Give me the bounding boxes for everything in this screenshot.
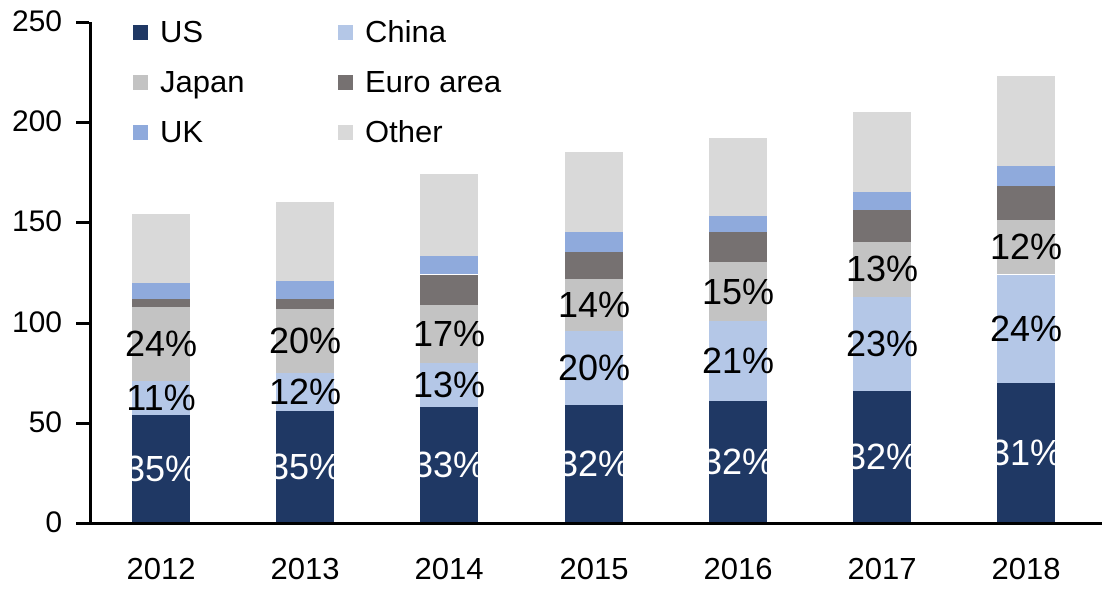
bar-segment-other — [276, 202, 334, 281]
bar-segment-china — [565, 330, 623, 405]
bar-segment-china — [276, 372, 334, 411]
y-axis-line — [89, 22, 92, 525]
legend-label-other: Other — [365, 114, 443, 149]
bar-segment-uk — [853, 192, 911, 211]
bar-segment-china — [420, 362, 478, 407]
bar-segment-us — [565, 404, 623, 523]
bar-segment-us — [276, 410, 334, 523]
bar-segment-uk — [997, 166, 1055, 187]
bar-segment-japan — [853, 242, 911, 297]
legend-label-uk: UK — [160, 114, 204, 149]
bar-segment-china — [997, 274, 1055, 383]
bar-segment-uk — [709, 216, 767, 233]
legend-item-euro-area: Euro area — [338, 64, 501, 100]
y-axis-tick — [76, 121, 89, 124]
legend-item-us: US — [133, 14, 338, 50]
bar-segment-uk — [276, 280, 334, 299]
bar-segment-us — [132, 414, 190, 523]
bar-segment-uk — [565, 232, 623, 253]
y-tick-label: 0 — [45, 506, 62, 539]
y-tick-label: 250 — [11, 5, 62, 38]
bar-segment-china — [709, 320, 767, 401]
x-label-2017: 2017 — [847, 551, 917, 586]
legend-label-euro-area: Euro area — [365, 64, 502, 99]
legend-item-japan: Japan — [133, 64, 338, 100]
bar-segment-euro-area — [997, 186, 1055, 221]
bar-segment-japan — [997, 220, 1055, 275]
y-tick-label: 50 — [28, 406, 62, 439]
bar-segment-japan — [420, 304, 478, 363]
bar-segment-us — [997, 382, 1055, 523]
bar-segment-us — [709, 400, 767, 523]
bar-segment-japan — [709, 262, 767, 321]
bar-segment-china — [132, 380, 190, 415]
y-tick-label: 100 — [11, 306, 62, 339]
y-tick-label: 200 — [11, 105, 62, 138]
legend-label-japan: Japan — [160, 64, 245, 99]
legend-swatch-us-icon — [133, 24, 148, 40]
legend-item-other: Other — [338, 114, 501, 150]
y-axis-tick — [76, 21, 89, 24]
y-axis-tick — [76, 221, 89, 224]
x-label-2013: 2013 — [270, 551, 340, 586]
x-label-2018: 2018 — [991, 551, 1061, 586]
legend-swatch-japan-icon — [133, 74, 148, 90]
bar-segment-us — [420, 406, 478, 523]
y-axis-tick — [76, 422, 89, 425]
x-axis-line — [76, 522, 1102, 525]
x-label-2016: 2016 — [703, 551, 773, 586]
legend-swatch-other-icon — [338, 124, 353, 140]
bar-segment-uk — [132, 282, 190, 299]
bar-segment-euro-area — [709, 232, 767, 263]
legend-swatch-china-icon — [338, 24, 353, 40]
bar-segment-japan — [132, 306, 190, 381]
legend-item-uk: UK — [133, 114, 338, 150]
legend-item-china: China — [338, 14, 501, 50]
bar-segment-other — [709, 138, 767, 217]
bar-segment-euro-area — [565, 252, 623, 279]
bar-segment-other — [132, 214, 190, 283]
bar-segment-other — [853, 112, 911, 193]
bar-segment-euro-area — [132, 298, 190, 307]
bar-segment-other — [420, 174, 478, 257]
bar-segment-japan — [565, 278, 623, 331]
bar-segment-other — [565, 152, 623, 233]
legend-label-us: US — [160, 14, 204, 49]
legend-swatch-uk-icon — [133, 124, 148, 140]
x-label-2012: 2012 — [126, 551, 196, 586]
bar-segment-uk — [420, 256, 478, 275]
bar-segment-china — [853, 296, 911, 391]
bar-segment-other — [997, 76, 1055, 167]
bar-segment-us — [853, 390, 911, 523]
bar-segment-euro-area — [853, 210, 911, 243]
chart-legend: US China Japan Euro area UK Other — [133, 7, 501, 157]
y-tick-label: 150 — [11, 205, 62, 238]
x-label-2015: 2015 — [559, 551, 629, 586]
x-label-2014: 2014 — [414, 551, 484, 586]
legend-label-china: China — [365, 14, 446, 49]
legend-swatch-euro-area-icon — [338, 74, 353, 90]
bar-segment-euro-area — [276, 298, 334, 309]
y-axis-tick — [76, 322, 89, 325]
bar-segment-japan — [276, 308, 334, 373]
bar-segment-euro-area — [420, 274, 478, 305]
